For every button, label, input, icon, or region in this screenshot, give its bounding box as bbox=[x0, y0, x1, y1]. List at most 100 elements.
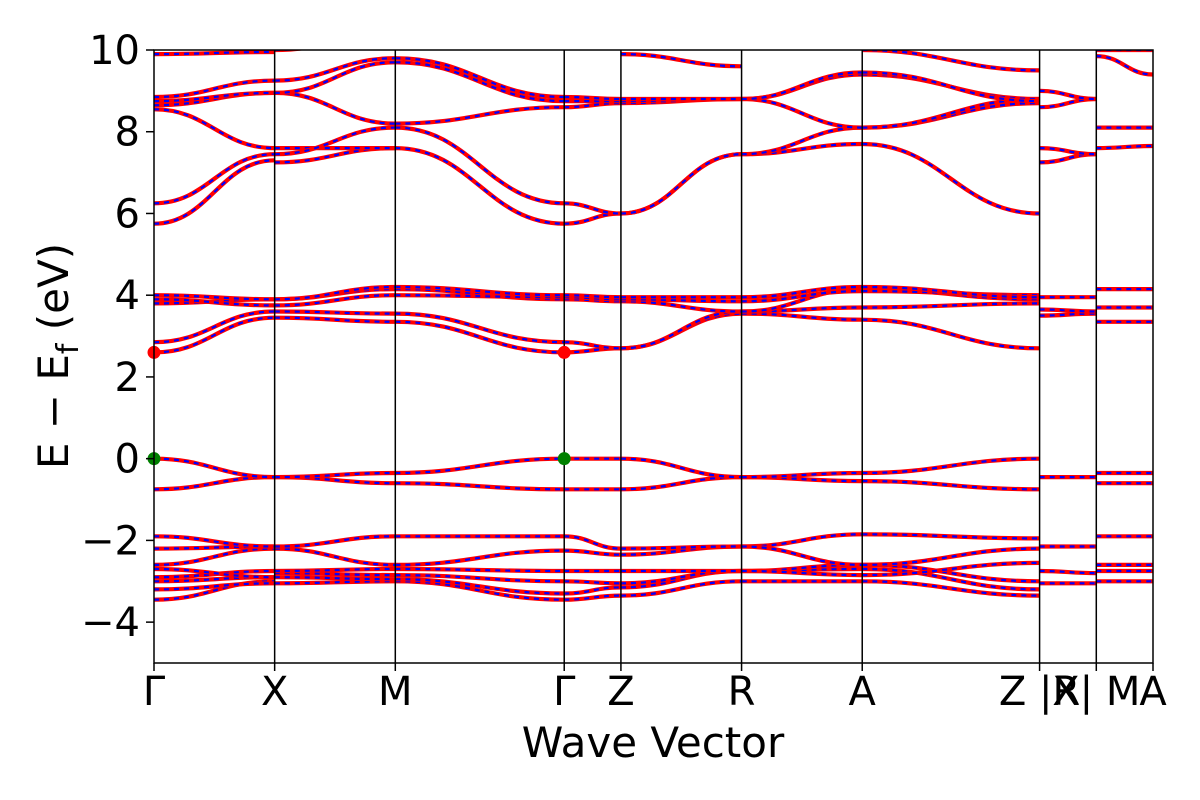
band-line-spin-down bbox=[395, 61, 565, 103]
band-line-spin-down bbox=[154, 310, 275, 344]
band-line-spin-down bbox=[620, 569, 742, 585]
band-line-spin-down bbox=[620, 298, 742, 303]
x-tick-label: Γ bbox=[143, 669, 166, 715]
band-line-spin-down bbox=[274, 576, 396, 581]
y-axis-label-main: E − E bbox=[29, 354, 78, 469]
band-line-spin-down bbox=[274, 535, 396, 548]
x-tick-label: A bbox=[849, 669, 877, 715]
band-line-spin-down bbox=[564, 202, 621, 215]
band-line-spin-down bbox=[1039, 312, 1097, 317]
band-line-spin-down bbox=[154, 298, 275, 307]
y-tick-label: −4 bbox=[81, 600, 140, 646]
band-line-spin-up bbox=[1039, 311, 1097, 318]
y-tick-label: 6 bbox=[115, 191, 140, 237]
y-tick-label: 0 bbox=[115, 437, 140, 483]
band-line-spin-down bbox=[741, 288, 863, 313]
band-line-spin-down bbox=[620, 476, 742, 491]
band-line-spin-up bbox=[862, 141, 1040, 216]
x-tick-label: Z bbox=[607, 669, 634, 715]
band-line-spin-up bbox=[1096, 143, 1153, 151]
y-axis-label-unit: (eV) bbox=[29, 243, 78, 344]
band-line-spin-down bbox=[274, 572, 396, 577]
band-line-spin-down bbox=[862, 563, 1040, 583]
band-line-spin-down bbox=[274, 567, 396, 573]
x-tick-label: A bbox=[1139, 669, 1167, 715]
band-line-spin-down bbox=[862, 533, 1040, 540]
x-tick-label: M bbox=[378, 669, 413, 715]
band-line-spin-down bbox=[154, 476, 275, 491]
band-line-spin-down bbox=[274, 91, 396, 125]
band-line-spin-down bbox=[274, 476, 396, 485]
band-line-spin-down bbox=[862, 71, 1040, 103]
band-line-spin-down bbox=[154, 108, 275, 150]
band-line-spin-down bbox=[395, 147, 565, 225]
x-tick-label: Z |R bbox=[999, 669, 1080, 715]
band-line-spin-down bbox=[620, 580, 742, 597]
band-line-spin-down bbox=[154, 535, 275, 548]
band-line-spin-down bbox=[564, 294, 621, 299]
y-tick-label: 8 bbox=[115, 110, 140, 156]
band-line-spin-up bbox=[564, 579, 621, 586]
band-line-spin-down bbox=[395, 57, 565, 99]
y-axis: −4 −2 0 2 4 6 8 10 bbox=[81, 28, 154, 646]
y-axis-label-subscript: f bbox=[51, 342, 86, 354]
band-line-spin-down bbox=[862, 567, 1040, 591]
svg-text:E − Ef (eV): E − Ef (eV) bbox=[29, 243, 86, 469]
band-line-spin-down bbox=[395, 567, 565, 573]
band-line-spin-down bbox=[620, 545, 742, 550]
band-line-spin-down bbox=[564, 549, 621, 556]
band-line-spin-down bbox=[741, 545, 863, 566]
band-line-spin-down bbox=[1039, 147, 1097, 156]
band-line-spin-down bbox=[741, 126, 863, 156]
band-line-spin-down bbox=[274, 310, 396, 315]
band-line-spin-down bbox=[564, 341, 621, 350]
band-line-spin-down bbox=[862, 547, 1040, 566]
band-line-spin-down bbox=[154, 159, 275, 225]
band-line-spin-down bbox=[862, 50, 1040, 72]
band-line-spin-down bbox=[862, 480, 1040, 491]
band-line-spin-down bbox=[1096, 144, 1153, 150]
band-line-spin-down bbox=[154, 91, 275, 103]
band-line-spin-down bbox=[741, 142, 863, 156]
x-tick-label: R bbox=[728, 669, 756, 715]
band-line-spin-down bbox=[862, 285, 1040, 299]
y-tick-label: −2 bbox=[81, 518, 140, 564]
y-tick-label: 4 bbox=[115, 273, 140, 319]
band-line-spin-down bbox=[862, 457, 1040, 475]
band-line-spin-down bbox=[274, 126, 396, 156]
vbm-marker bbox=[557, 452, 571, 466]
band-line-spin-down bbox=[395, 106, 565, 125]
high-symmetry-lines bbox=[273, 50, 1098, 663]
band-line-spin-down bbox=[154, 582, 275, 591]
x-tick-label: X| M bbox=[1052, 669, 1140, 715]
x-tick-label: X bbox=[261, 669, 288, 715]
band-line-spin-down bbox=[741, 471, 863, 479]
band-line-spin-down bbox=[741, 476, 863, 483]
band-line-spin-down bbox=[564, 102, 621, 109]
band-line-spin-down bbox=[274, 471, 396, 479]
y-tick-label: 2 bbox=[115, 355, 140, 401]
band-line-spin-down bbox=[395, 126, 565, 205]
band-line-spin-down bbox=[274, 61, 396, 94]
band-line-spin-down bbox=[395, 482, 565, 491]
band-line-spin-down bbox=[741, 533, 863, 548]
band-line-spin-down bbox=[1096, 55, 1153, 76]
band-line-spin-down bbox=[620, 300, 742, 313]
band-line-spin-down bbox=[395, 580, 565, 601]
band-line-spin-down bbox=[395, 285, 565, 297]
band-line-spin-down bbox=[1039, 308, 1097, 313]
band-line-spin-down bbox=[395, 574, 565, 583]
band-line-spin-down bbox=[154, 567, 275, 579]
band-line-spin-down bbox=[741, 285, 863, 299]
band-line-spin-down bbox=[564, 586, 621, 595]
band-line-spin-down bbox=[395, 549, 565, 566]
band-line-spin-down bbox=[620, 53, 742, 68]
band-line-spin-down bbox=[741, 569, 863, 577]
x-axis-label: Wave Vector bbox=[522, 718, 785, 767]
band-line-spin-down bbox=[395, 320, 565, 354]
band-line-spin-down bbox=[741, 312, 863, 321]
band-line-spin-down bbox=[395, 294, 565, 299]
band-line-spin-down bbox=[862, 580, 1040, 597]
